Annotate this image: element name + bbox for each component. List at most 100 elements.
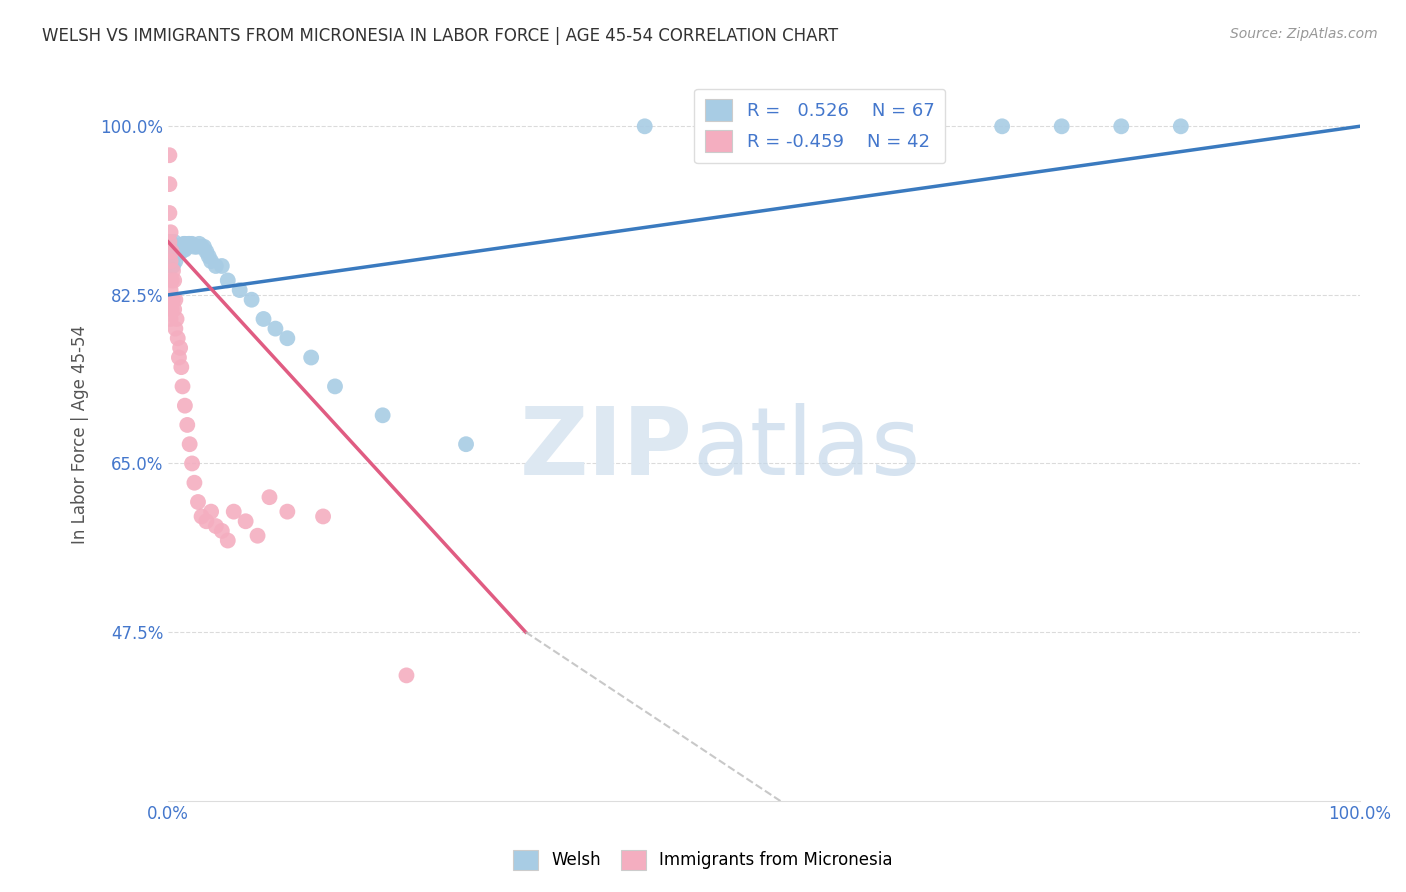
Point	[246, 529, 269, 543]
Point	[170, 360, 193, 375]
Point	[173, 243, 195, 257]
Point	[163, 302, 186, 317]
Point	[1109, 120, 1132, 134]
Point	[205, 259, 228, 273]
Point	[179, 437, 201, 451]
Point	[211, 259, 233, 273]
Point	[157, 148, 180, 162]
Point	[157, 235, 180, 249]
Text: Source: ZipAtlas.com: Source: ZipAtlas.com	[1230, 27, 1378, 41]
Point	[166, 240, 188, 254]
Point	[165, 321, 187, 335]
Point	[166, 331, 188, 345]
Point	[159, 235, 181, 249]
Point	[634, 120, 657, 134]
Point	[162, 244, 184, 259]
Point	[371, 409, 394, 423]
Point	[169, 341, 191, 355]
Point	[197, 249, 219, 263]
Point	[181, 236, 204, 251]
Point	[195, 244, 218, 259]
Point	[276, 331, 298, 345]
Point	[188, 236, 211, 251]
Point	[200, 505, 222, 519]
Point	[181, 457, 204, 471]
Point	[169, 240, 191, 254]
Point	[259, 490, 281, 504]
Text: WELSH VS IMMIGRANTS FROM MICRONESIA IN LABOR FORCE | AGE 45-54 CORRELATION CHART: WELSH VS IMMIGRANTS FROM MICRONESIA IN L…	[42, 27, 838, 45]
Text: atlas: atlas	[692, 403, 921, 495]
Point	[176, 417, 198, 432]
Point	[240, 293, 263, 307]
Point	[163, 273, 186, 287]
Point	[163, 235, 186, 249]
Point	[165, 240, 187, 254]
Point	[169, 244, 191, 259]
Point	[235, 514, 257, 528]
Point	[160, 244, 183, 259]
Point	[159, 225, 181, 239]
Point	[454, 437, 477, 451]
Point	[176, 240, 198, 254]
Point	[165, 293, 187, 307]
Point	[157, 177, 180, 191]
Point	[195, 514, 218, 528]
Point	[159, 312, 181, 326]
Point	[991, 120, 1014, 134]
Point	[160, 273, 183, 287]
Point	[1170, 120, 1192, 134]
Point	[172, 379, 194, 393]
Point	[299, 351, 322, 365]
Point	[217, 533, 239, 548]
Point	[312, 509, 335, 524]
Point	[193, 240, 215, 254]
Point	[173, 236, 195, 251]
Point	[179, 236, 201, 251]
Point	[159, 254, 181, 268]
Point	[177, 236, 200, 251]
Point	[159, 283, 181, 297]
Point	[174, 399, 197, 413]
Point	[163, 240, 186, 254]
Point	[252, 312, 274, 326]
Point	[183, 475, 205, 490]
Point	[157, 249, 180, 263]
Point	[170, 240, 193, 254]
Point	[160, 249, 183, 263]
Point	[167, 240, 190, 254]
Point	[872, 120, 894, 134]
Y-axis label: In Labor Force | Age 45-54: In Labor Force | Age 45-54	[72, 325, 89, 544]
Point	[323, 379, 346, 393]
Point	[162, 240, 184, 254]
Point	[160, 244, 183, 259]
Point	[162, 249, 184, 263]
Point	[217, 273, 239, 287]
Point	[174, 243, 197, 257]
Point	[167, 351, 190, 365]
Point	[162, 259, 184, 273]
Point	[228, 283, 250, 297]
Text: ZIP: ZIP	[519, 403, 692, 495]
Point	[160, 240, 183, 254]
Point	[190, 509, 212, 524]
Legend: Welsh, Immigrants from Micronesia: Welsh, Immigrants from Micronesia	[506, 843, 900, 877]
Point	[1050, 120, 1073, 134]
Point	[159, 244, 181, 259]
Point	[157, 240, 180, 254]
Point	[395, 668, 418, 682]
Point	[166, 240, 188, 254]
Point	[186, 240, 208, 254]
Point	[174, 240, 197, 254]
Point	[162, 264, 184, 278]
Point	[172, 240, 194, 254]
Point	[174, 236, 197, 251]
Point	[222, 505, 245, 519]
Point	[264, 321, 287, 335]
Point	[163, 249, 186, 263]
Point	[170, 244, 193, 259]
Point	[200, 254, 222, 268]
Point	[166, 312, 188, 326]
Point	[183, 240, 205, 254]
Point	[187, 495, 209, 509]
Point	[190, 240, 212, 254]
